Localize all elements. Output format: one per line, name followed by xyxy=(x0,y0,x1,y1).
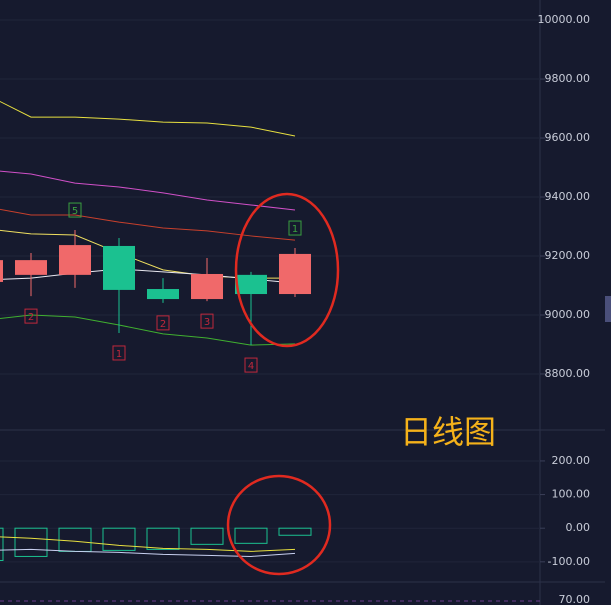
candle-body xyxy=(0,260,3,282)
signal-label: 4 xyxy=(248,361,254,372)
candle-body xyxy=(59,245,91,275)
signal-box xyxy=(24,308,38,324)
candle-body xyxy=(235,274,267,295)
histogram-bar xyxy=(58,527,92,552)
indicator-line xyxy=(0,170,296,211)
histogram-bar xyxy=(146,527,180,550)
signal-box xyxy=(68,202,82,218)
y-tick-label: 9200.00 xyxy=(545,249,591,262)
y-tick-label: 9600.00 xyxy=(545,131,591,144)
chart-title: 日线图 xyxy=(400,413,496,451)
y-tick-label: 0.00 xyxy=(566,521,591,534)
candle-body xyxy=(103,245,135,290)
indicator-line xyxy=(0,100,296,137)
highlight-circle xyxy=(226,474,332,576)
signal-label: 3 xyxy=(204,317,210,328)
histogram-bar xyxy=(14,527,48,557)
signal-box xyxy=(200,313,214,329)
candle-body xyxy=(191,273,223,300)
signal-box xyxy=(112,345,126,361)
y-tick-label: 9400.00 xyxy=(545,190,591,203)
indicator-line xyxy=(0,548,296,557)
signal-label: 1 xyxy=(292,224,298,235)
histogram-bar xyxy=(234,527,268,544)
y-tick-label: 8800.00 xyxy=(545,367,591,380)
highlight-circle xyxy=(234,192,340,348)
indicator-line xyxy=(0,314,296,346)
y-tick-label: -100.00 xyxy=(548,555,590,568)
y-tick-label: 9800.00 xyxy=(545,72,591,85)
y-tick-label: 100.00 xyxy=(552,488,591,501)
signal-label: 2 xyxy=(28,312,34,323)
signal-label: 5 xyxy=(72,206,78,217)
indicator-line xyxy=(0,208,296,241)
indicator-line xyxy=(0,536,296,552)
histogram-bar xyxy=(102,527,136,551)
signal-box xyxy=(288,220,302,236)
y-tick-label: 70.00 xyxy=(559,593,591,605)
y-tick-label: 10000.00 xyxy=(538,13,591,26)
signal-box xyxy=(156,315,170,331)
candle-body xyxy=(279,253,311,295)
candle-body xyxy=(15,260,47,275)
signal-box xyxy=(244,357,258,373)
plot: 8800.00 9000.00 9200.00 9400.00 9600.00 9800.… xyxy=(0,13,590,605)
histogram-bar xyxy=(278,527,312,536)
y-tick-label: 200.00 xyxy=(552,454,591,467)
side-tab xyxy=(605,296,611,322)
candle-body xyxy=(147,289,179,300)
signal-label: 2 xyxy=(160,319,166,330)
histogram-bar xyxy=(190,527,224,545)
histogram-bar xyxy=(0,527,4,561)
signal-label: 1 xyxy=(116,349,122,360)
y-tick-label: 9000.00 xyxy=(545,308,591,321)
